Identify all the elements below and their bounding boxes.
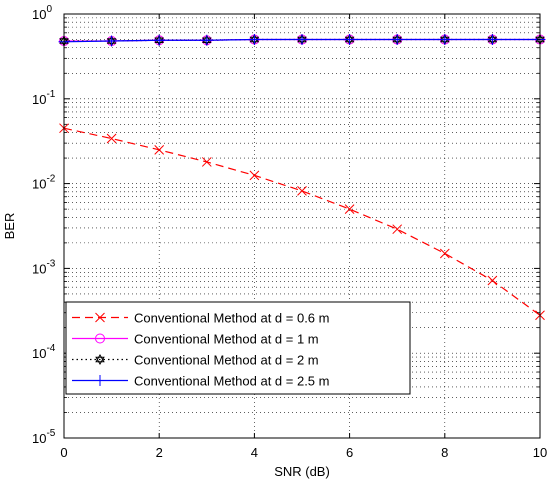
minor-gridlines xyxy=(64,17,540,413)
circle-marker xyxy=(95,333,105,344)
x-tick-label: 8 xyxy=(441,445,448,460)
y-tick-label: 10-5 xyxy=(32,428,56,446)
y-tick-label: 100 xyxy=(32,4,52,22)
x-marker xyxy=(297,186,307,196)
legend-entry: Conventional Method at d = 1 m xyxy=(72,332,319,347)
legend: Conventional Method at d = 0.6 m Conventi… xyxy=(65,301,411,395)
major-gridlines xyxy=(64,14,540,438)
plus-marker xyxy=(296,34,308,46)
x-tick-label: 2 xyxy=(156,445,163,460)
plus-marker xyxy=(344,34,356,46)
legend-box xyxy=(65,301,411,395)
legend-entry: Conventional Method at d = 2 m xyxy=(72,353,319,368)
legend-entry: Conventional Method at d = 2.5 m xyxy=(72,374,329,389)
x-marker xyxy=(487,275,498,286)
x-marker xyxy=(392,224,403,235)
x-marker xyxy=(249,170,260,181)
legend-entry: Conventional Method at d = 0.6 m xyxy=(72,311,329,326)
x-marker xyxy=(344,204,355,214)
series-line xyxy=(63,127,541,316)
x-marker xyxy=(201,157,212,167)
series-1 xyxy=(59,123,545,321)
y-tick-label: 10-3 xyxy=(32,258,56,276)
plus-marker xyxy=(439,34,451,46)
legend-label: Conventional Method at d = 1 m xyxy=(134,332,319,347)
plus-marker xyxy=(106,35,118,47)
hexagram-marker xyxy=(95,356,105,365)
x-tick-label: 6 xyxy=(346,445,353,460)
plus-marker xyxy=(391,34,403,46)
x-marker xyxy=(439,248,450,259)
plus-marker xyxy=(201,34,213,46)
plus-marker xyxy=(94,375,106,386)
x-tick-labels: 0 2 4 6 8 10 xyxy=(60,445,547,460)
legend-label: Conventional Method at d = 2.5 m xyxy=(134,374,329,389)
x-marker xyxy=(95,312,105,323)
legend-label: Conventional Method at d = 0.6 m xyxy=(134,311,329,326)
x-axis-title: SNR (dB) xyxy=(274,464,330,479)
plus-marker xyxy=(248,34,260,46)
y-tick-label: 10-2 xyxy=(32,174,56,192)
plot-frame xyxy=(63,13,541,439)
y-tick-labels: 100 10-1 10-2 10-3 10-4 10-5 xyxy=(32,4,56,446)
x-tick-label: 10 xyxy=(533,445,547,460)
legend-label: Conventional Method at d = 2 m xyxy=(134,353,319,368)
y-tick-label: 10-4 xyxy=(32,343,56,361)
hexagram-marker xyxy=(95,354,105,363)
y-axis-title: BER xyxy=(2,213,17,240)
x-tick-label: 4 xyxy=(251,445,258,460)
y-tick-label: 10-1 xyxy=(32,89,56,107)
x-marker xyxy=(154,145,165,155)
x-tick-label: 0 xyxy=(60,445,67,460)
x-marker xyxy=(106,133,117,144)
plus-marker xyxy=(486,34,498,46)
plus-marker xyxy=(153,34,165,46)
